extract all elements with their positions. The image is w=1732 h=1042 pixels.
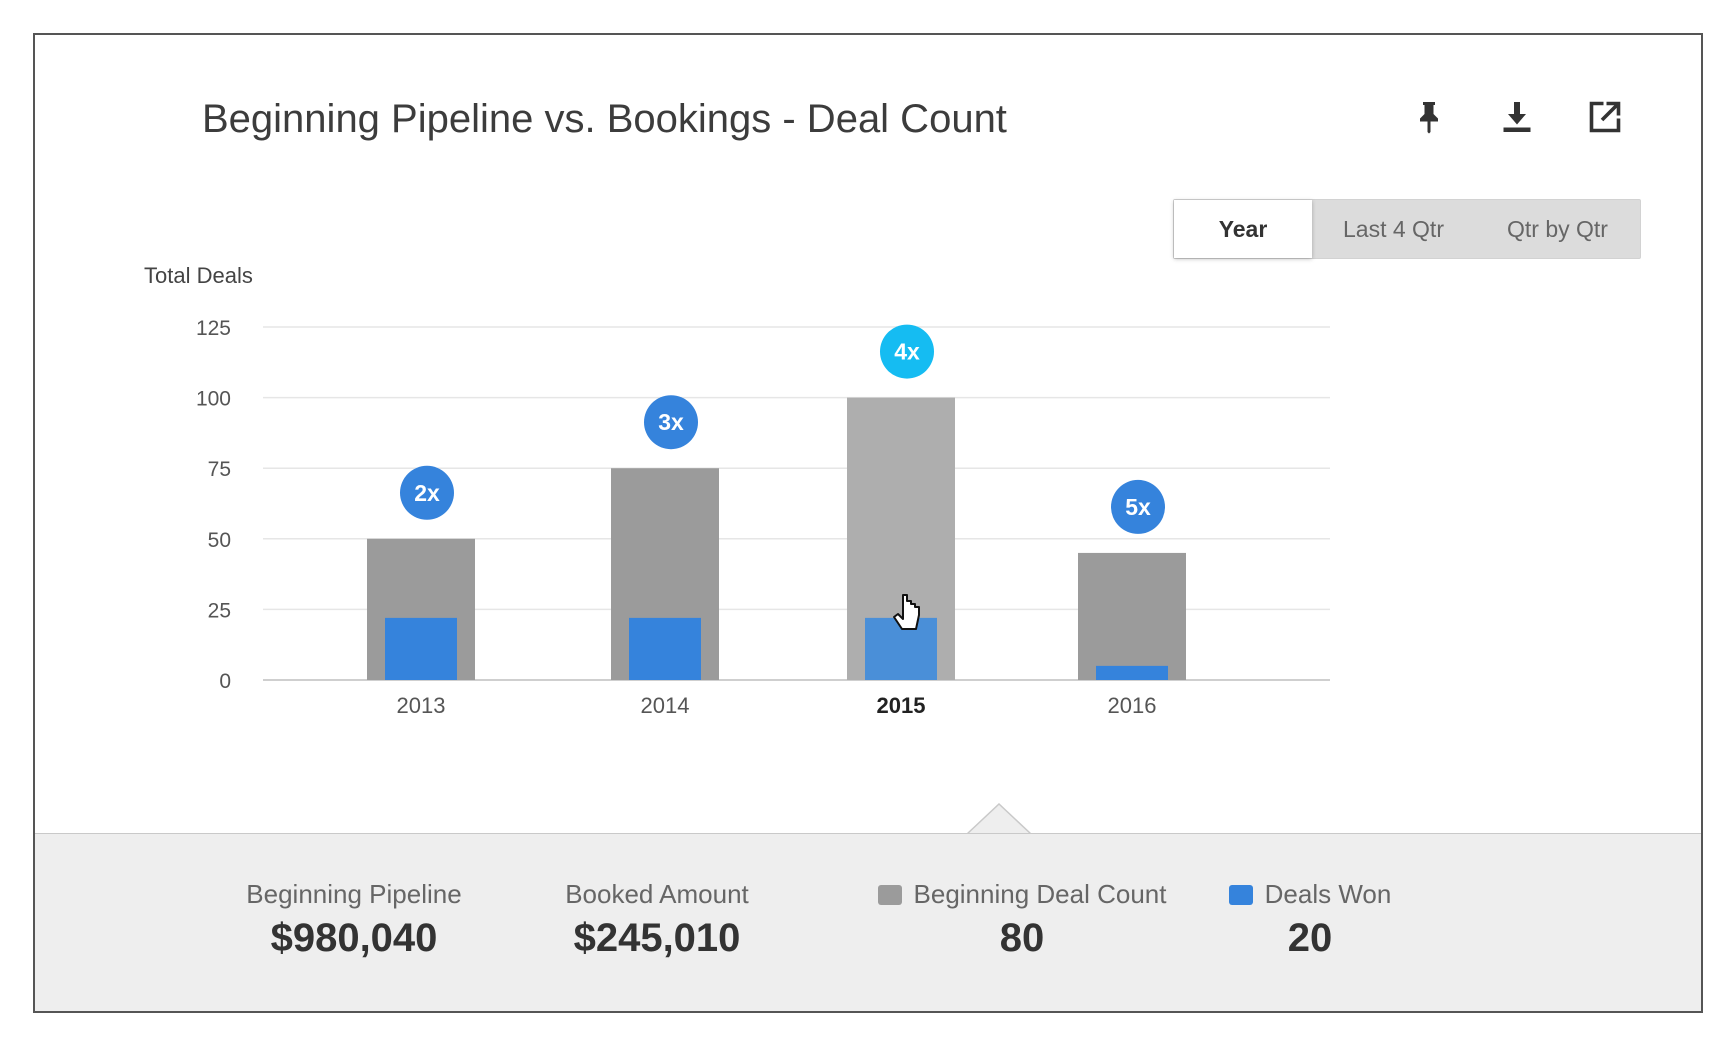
- summary-panel: Beginning Pipeline $980,040 Booked Amoun…: [35, 833, 1701, 1011]
- toggle-last-4-qtr[interactable]: Last 4 Qtr: [1343, 215, 1444, 242]
- x-tick-label: 2016: [1108, 693, 1157, 718]
- deals-won-swatch: [1228, 884, 1253, 905]
- beginning-deal-count-swatch: [877, 884, 902, 905]
- beginning-pipeline-stat: Beginning Pipeline $980,040: [244, 879, 464, 961]
- deals-won-value: 20: [1287, 916, 1333, 960]
- deals-won-stat: Deals Won 20: [1220, 879, 1400, 961]
- chart-toolbar: [1409, 97, 1625, 137]
- ratio-badge: [644, 395, 698, 450]
- bar-deals-won: [385, 617, 457, 680]
- pin-button[interactable]: [1409, 97, 1449, 137]
- deals-won-label: Deals Won: [1264, 879, 1392, 909]
- beginning-deal-count-stat: Beginning Deal Count 80: [877, 879, 1167, 961]
- hand-cursor-icon: [893, 594, 920, 630]
- ratio-badge: [1111, 479, 1165, 534]
- y-tick-label: 100: [196, 388, 231, 411]
- download-icon: [1503, 102, 1531, 132]
- download-button[interactable]: [1497, 97, 1537, 137]
- open-external-button[interactable]: [1585, 97, 1625, 137]
- x-tick-label: 2015: [877, 693, 926, 718]
- ratio-badge: [880, 324, 934, 379]
- y-axis-label: Total Deals: [144, 263, 253, 288]
- bar-chart: 0 25 50 75 100 125 2x 2013 3x 2014 4x 2015 5x 2016: [196, 317, 1330, 718]
- y-tick-label: 50: [208, 529, 231, 552]
- open-external-icon: [1589, 101, 1621, 133]
- booked-amount-stat: Booked Amount $245,010: [547, 879, 767, 961]
- x-tick-label: 2014: [641, 693, 690, 718]
- ratio-badge-label: 4x: [894, 339, 920, 365]
- toggle-year[interactable]: Year: [1174, 200, 1312, 258]
- beginning-pipeline-label: Beginning Pipeline: [246, 879, 462, 909]
- beginning-deal-count-label: Beginning Deal Count: [913, 879, 1167, 909]
- selection-caret: [967, 803, 1031, 835]
- period-toggle: Year Last 4 Qtr Qtr by Qtr: [1173, 199, 1641, 259]
- bar-beginning-deal-count: [1078, 552, 1186, 680]
- pin-icon: [1420, 102, 1438, 134]
- y-tick-label: 125: [196, 317, 231, 340]
- y-tick-label: 75: [208, 458, 231, 481]
- bar-deals-won: [629, 617, 701, 680]
- y-tick-label: 0: [219, 670, 231, 693]
- ratio-badge-label: 5x: [1125, 494, 1151, 520]
- beginning-pipeline-value: $980,040: [270, 916, 438, 960]
- bar-deals-won: [1096, 665, 1168, 680]
- ratio-badge-label: 3x: [658, 409, 684, 435]
- booked-amount-label: Booked Amount: [565, 879, 749, 909]
- y-tick-label: 25: [208, 599, 231, 622]
- x-tick-label: 2013: [397, 693, 446, 718]
- ratio-badge-label: 2x: [414, 480, 440, 506]
- chart-card: Beginning Pipeline vs. Bookings - Deal C…: [33, 33, 1703, 1013]
- booked-amount-value: $245,010: [573, 916, 741, 960]
- ratio-badge: [400, 465, 454, 520]
- toggle-qtr-by-qtr[interactable]: Qtr by Qtr: [1507, 215, 1608, 242]
- chart-title: Beginning Pipeline vs. Bookings - Deal C…: [202, 97, 1007, 141]
- beginning-deal-count-value: 80: [999, 916, 1045, 960]
